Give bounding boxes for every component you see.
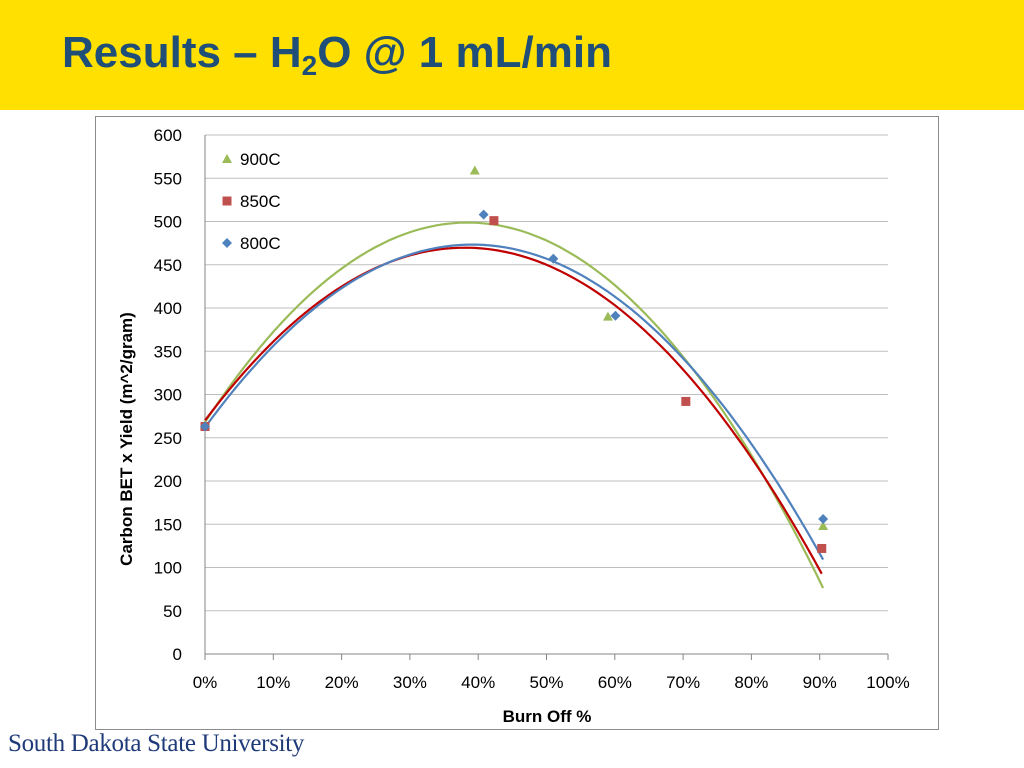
x-tick-label: 90%: [803, 673, 837, 692]
y-tick-label: 250: [154, 429, 182, 448]
legend-label-900C: 900C: [240, 150, 281, 169]
legend-marker-900C: [222, 154, 232, 163]
legend-marker-850C: [222, 196, 232, 206]
y-tick-label: 350: [154, 342, 182, 361]
data-point-800C: [200, 421, 210, 432]
x-tick-label: 100%: [866, 673, 909, 692]
x-tick-label: 60%: [598, 673, 632, 692]
x-axis-title: Burn Off %: [503, 707, 592, 726]
legend-label-850C: 850C: [240, 192, 281, 211]
data-point-900C: [818, 520, 829, 530]
y-tick-label: 300: [154, 386, 182, 405]
slide-title: Results – H2O @ 1 mL/min: [62, 28, 612, 82]
data-point-900C: [602, 311, 613, 321]
x-tick-label: 20%: [325, 673, 359, 692]
y-tick-label: 200: [154, 472, 182, 491]
university-footer: South Dakota State University: [8, 730, 305, 757]
trendline-850C: [204, 246, 823, 575]
data-point-800C: [478, 209, 489, 220]
x-tick-label: 80%: [734, 673, 768, 692]
legend-label-800C: 800C: [240, 234, 281, 253]
y-tick-label: 550: [154, 169, 182, 188]
title-subscript: 2: [301, 50, 318, 81]
scatter-chart: 0 50 100 150 200 250 300 350 400 450 500 550 600 0% 10…: [117, 126, 910, 726]
x-tick-label: 40%: [461, 673, 495, 692]
data-point-850C: [681, 396, 691, 406]
data-point-900C: [469, 165, 480, 175]
y-tick-label: 450: [154, 256, 182, 275]
y-tick-label: 400: [154, 299, 182, 318]
x-tick-label: 0%: [193, 673, 218, 692]
y-tick-label: 150: [154, 515, 182, 534]
x-tick-label: 30%: [393, 673, 427, 692]
y-axis-title: Carbon BET x Yield (m^2/gram): [117, 312, 136, 566]
data-point-800C: [548, 253, 559, 264]
x-tick-label: 50%: [529, 673, 563, 692]
y-tick-label: 0: [173, 645, 182, 664]
title-text-suffix: O @ 1 mL/min: [317, 28, 612, 77]
y-tick-label: 100: [154, 559, 182, 578]
data-point-850C: [489, 216, 499, 226]
x-tick-label: 70%: [666, 673, 700, 692]
data-point-800C: [818, 514, 829, 525]
y-tick-label: 500: [154, 213, 182, 232]
x-tick-label: 10%: [256, 673, 290, 692]
trendline-900C: [204, 221, 825, 589]
data-point-800C: [610, 310, 621, 321]
y-tick-label: 600: [154, 126, 182, 145]
chart-frame: 0 50 100 150 200 250 300 350 400 450 500 550 600 0% 10…: [95, 116, 939, 730]
legend-marker-800C: [222, 238, 232, 248]
y-tick-label: 50: [163, 602, 182, 621]
title-bar: Results – H2O @ 1 mL/min: [0, 0, 1024, 110]
trendline-800C: [204, 243, 825, 561]
data-point-850C: [817, 543, 827, 553]
title-text-prefix: Results – H: [62, 28, 302, 77]
